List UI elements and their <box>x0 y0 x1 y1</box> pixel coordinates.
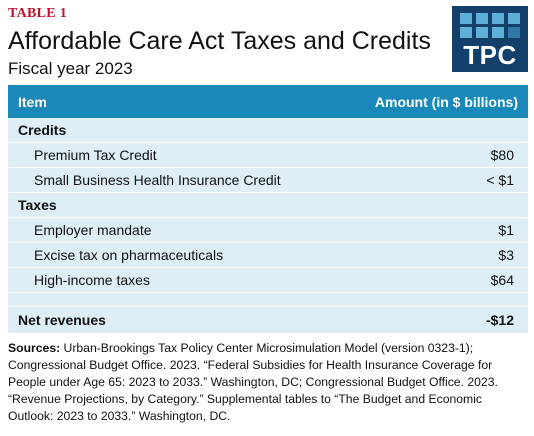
table-row: Employer mandate $1 <box>8 218 528 243</box>
page-title: Affordable Care Act Taxes and Credits <box>8 27 431 55</box>
table-label: TABLE 1 <box>8 6 68 21</box>
table-row: Small Business Health Insurance Credit <… <box>8 168 528 193</box>
row-amount: $80 <box>490 147 514 163</box>
group-row-credits: Credits <box>8 118 528 143</box>
page-subtitle: Fiscal year 2023 <box>8 59 133 78</box>
column-header-amount: Amount (in $ billions) <box>374 93 518 110</box>
sources-label: Sources: <box>8 341 61 355</box>
group-row-taxes: Taxes <box>8 193 528 218</box>
table-row: High-income taxes $64 <box>8 268 528 293</box>
row-item-label: Employer mandate <box>34 222 152 238</box>
table-row: Excise tax on pharmaceuticals $3 <box>8 243 528 268</box>
table-spacer-row <box>8 293 528 307</box>
table-column-headers: Item Amount (in $ billions) <box>8 85 528 118</box>
group-label: Taxes <box>18 197 57 213</box>
table-body: Credits Premium Tax Credit $80 Small Bus… <box>8 118 528 333</box>
table-row: Premium Tax Credit $80 <box>8 143 528 168</box>
sources-note: Sources: Urban-Brookings Tax Policy Cent… <box>8 340 526 425</box>
net-amount: -$12 <box>485 312 514 328</box>
table-header: TABLE 1 Affordable Care Act Taxes and Cr… <box>6 6 528 82</box>
row-amount: $3 <box>498 247 514 263</box>
data-table: Item Amount (in $ billions) Credits Prem… <box>8 85 528 333</box>
logo-text: TPC <box>463 40 517 70</box>
row-item-label: Premium Tax Credit <box>34 147 157 163</box>
group-label: Credits <box>18 122 67 138</box>
net-revenues-row: Net revenues -$12 <box>8 307 528 333</box>
tpc-logo: TPC <box>452 6 528 72</box>
sources-text: Urban-Brookings Tax Policy Center Micros… <box>8 341 498 423</box>
row-item-label: Excise tax on pharmaceuticals <box>34 247 224 263</box>
row-item-label: Small Business Health Insurance Credit <box>34 172 281 188</box>
row-amount: $1 <box>498 222 514 238</box>
row-item-label: High-income taxes <box>34 272 150 288</box>
logo-grid-icon <box>460 13 520 38</box>
column-header-item: Item <box>18 93 47 110</box>
row-amount: < $1 <box>486 172 514 188</box>
row-amount: $64 <box>490 272 514 288</box>
net-label: Net revenues <box>18 312 106 328</box>
